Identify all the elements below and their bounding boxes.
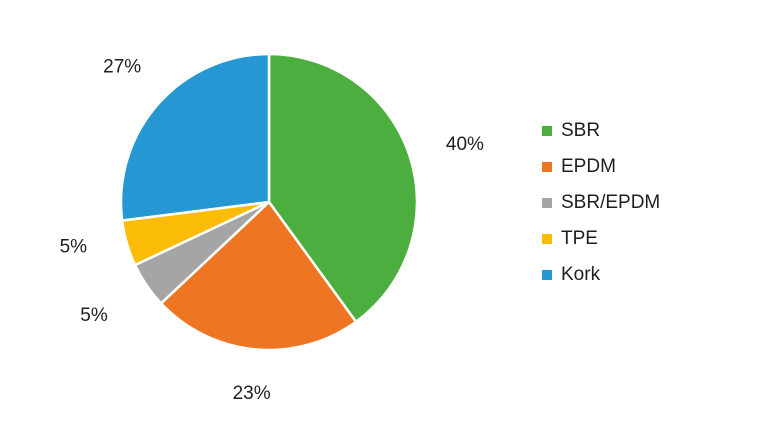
pie-slice-kork — [119, 52, 271, 222]
legend-swatch-tpe — [542, 234, 552, 244]
legend-item-sbr: SBR — [542, 120, 600, 141]
legend-item-sbr-epdm: SBR/EPDM — [542, 192, 660, 213]
value-label-sbr-epdm: 5% — [80, 305, 108, 326]
value-label-sbr: 40% — [446, 134, 484, 155]
pie-slices — [119, 52, 419, 352]
pie-slice-sbr — [267, 52, 419, 323]
legend-swatch-kork — [542, 270, 552, 280]
legend-item-tpe: TPE — [542, 228, 598, 249]
legend-label-kork: Kork — [561, 264, 601, 285]
legend-swatch-sbr — [542, 126, 552, 136]
legend-swatch-epdm — [542, 162, 552, 172]
legend: SBR EPDM SBR/EPDM TPE Kork — [542, 120, 660, 285]
legend-item-epdm: EPDM — [542, 156, 616, 177]
legend-swatch-sbr-epdm — [542, 198, 552, 208]
value-label-tpe: 5% — [60, 237, 88, 258]
pie-slice-epdm — [159, 200, 358, 352]
legend-label-epdm: EPDM — [561, 156, 616, 177]
legend-label-sbr: SBR — [561, 120, 600, 141]
pie-value-labels: 40% 23% 5% 5% 27% — [60, 57, 484, 405]
value-label-kork: 27% — [103, 57, 141, 78]
legend-label-sbr-epdm: SBR/EPDM — [561, 192, 660, 213]
value-label-epdm: 23% — [233, 383, 271, 404]
legend-label-tpe: TPE — [561, 228, 598, 249]
legend-item-kork: Kork — [542, 264, 601, 285]
